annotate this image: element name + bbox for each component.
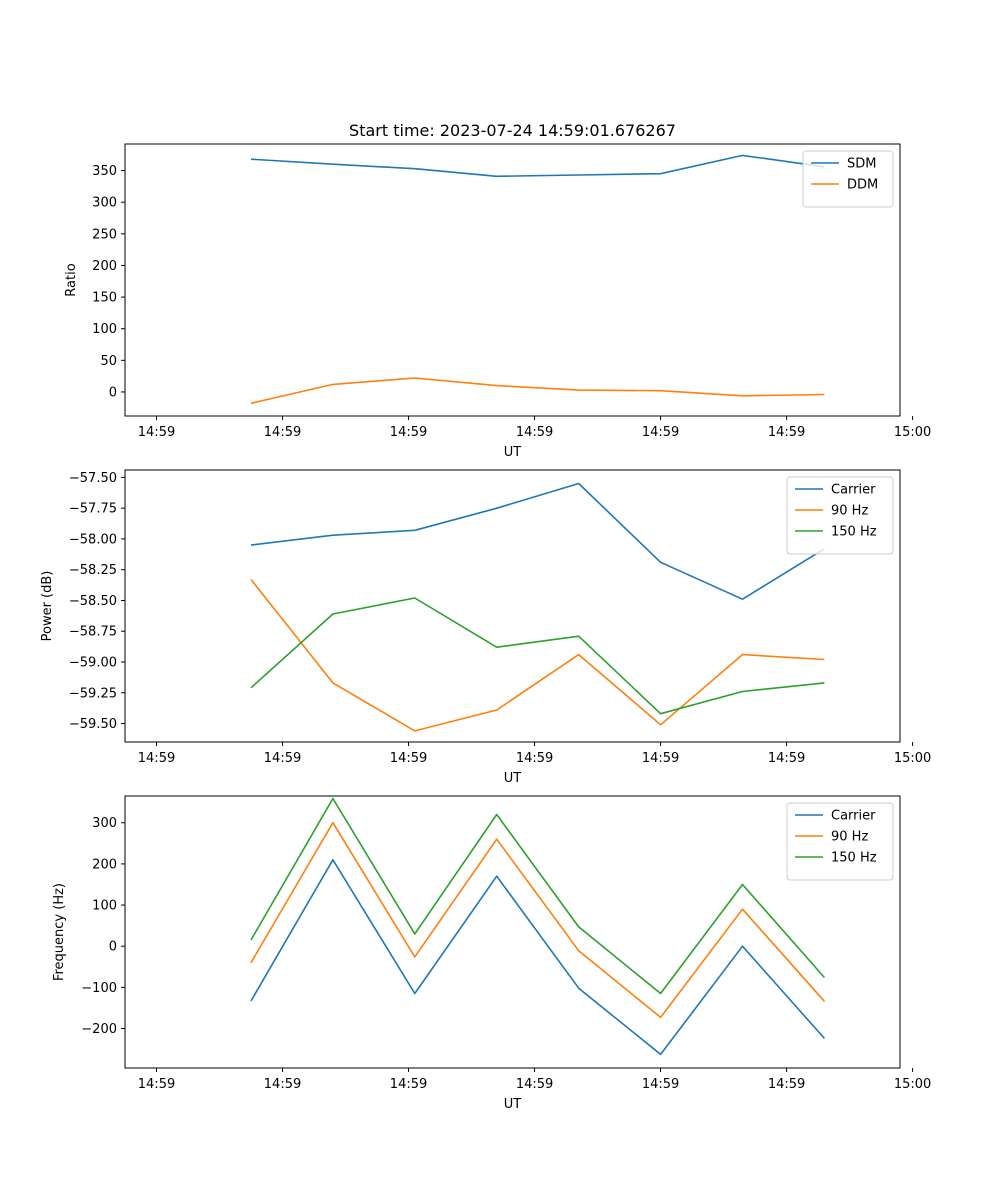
y-tick-label: 300 — [92, 196, 117, 211]
series-line-carrier — [250, 858, 825, 1056]
figure-title: Start time: 2023-07-24 14:59:01.676267 — [349, 121, 676, 140]
x-tick-label: 14:59 — [264, 425, 301, 440]
legend-label: Carrier — [831, 809, 876, 824]
x-axis-label: UT — [504, 445, 522, 460]
y-tick-label: 300 — [92, 816, 117, 831]
series-line-150-hz — [250, 597, 825, 715]
x-tick-label: 14:59 — [642, 751, 679, 766]
legend-label: SDM — [847, 157, 876, 172]
x-tick-label: 14:59 — [642, 425, 679, 440]
y-tick-label: 350 — [92, 164, 117, 179]
x-tick-label: 14:59 — [768, 425, 805, 440]
legend: SDM DDM — [802, 150, 894, 208]
y-tick-label: 200 — [92, 857, 117, 872]
x-tick-label: 14:59 — [516, 1077, 553, 1092]
y-axis-label: Ratio — [64, 263, 79, 296]
x-tick-label: 14:59 — [264, 1077, 301, 1092]
y-tick-label: 50 — [100, 354, 117, 369]
legend-label: 90 Hz — [831, 830, 868, 845]
legend: Carrier 90 Hz 150 Hz — [786, 476, 894, 555]
chart-panel-2: 14:59 14:59 14:59 14:59 14:59 14:59 15:00 −59.5… — [40, 469, 931, 786]
x-tick-label: 14:59 — [390, 751, 427, 766]
x-tick-label: 15:00 — [894, 1077, 931, 1092]
legend-box — [786, 802, 894, 881]
y-tick-label: −59.25 — [69, 686, 117, 701]
x-tick-label: 14:59 — [516, 425, 553, 440]
y-tick-label: −100 — [81, 981, 117, 996]
y-tick-label: 0 — [109, 940, 117, 955]
legend: Carrier 90 Hz 150 Hz — [786, 802, 894, 881]
series-line-90-hz — [250, 821, 825, 1019]
x-tick-label: 14:59 — [138, 425, 175, 440]
x-tick-label: 14:59 — [390, 1077, 427, 1092]
series-line-90-hz — [250, 579, 825, 732]
y-tick-label: −59.50 — [69, 717, 117, 732]
x-tick-label: 15:00 — [894, 751, 931, 766]
y-tick-label: −58.75 — [69, 625, 117, 640]
y-tick-label: 150 — [92, 291, 117, 306]
x-tick-label: 15:00 — [894, 425, 931, 440]
x-tick-label: 14:59 — [642, 1077, 679, 1092]
y-tick-label: 100 — [92, 322, 117, 337]
y-tick-label: −57.75 — [69, 502, 117, 517]
y-tick-label: −59.00 — [69, 656, 117, 671]
y-tick-label: −58.00 — [69, 532, 117, 547]
y-tick-label: −58.25 — [69, 563, 117, 578]
chart-panel-3: 14:59 14:59 14:59 14:59 14:59 14:59 15:00 −200 −… — [52, 795, 931, 1112]
series-line-150-hz — [250, 797, 826, 995]
legend-label: 90 Hz — [831, 504, 868, 519]
x-tick-label: 14:59 — [138, 1077, 175, 1092]
series-line-sdm — [250, 154, 825, 178]
x-axis-label: UT — [504, 1097, 522, 1112]
x-tick-label: 14:59 — [768, 751, 805, 766]
y-tick-label: −200 — [81, 1022, 117, 1037]
x-axis-label: UT — [504, 771, 522, 786]
x-tick-label: 14:59 — [138, 751, 175, 766]
legend-box — [786, 476, 894, 555]
x-tick-label: 14:59 — [390, 425, 427, 440]
legend-label: 150 Hz — [831, 851, 877, 866]
legend-label: 150 Hz — [831, 525, 877, 540]
series-line-carrier — [250, 482, 825, 601]
x-tick-label: 14:59 — [264, 751, 301, 766]
chart-panels: 14:59 14:59 14:59 14:59 14:59 14:59 15:00 0 50 10… — [40, 143, 931, 1112]
series-line-ddm — [250, 377, 825, 405]
y-tick-label: 0 — [109, 385, 117, 400]
legend-label: DDM — [847, 178, 878, 193]
plot-frame — [124, 469, 901, 743]
y-tick-label: 250 — [92, 227, 117, 242]
y-tick-label: −58.50 — [69, 594, 117, 609]
y-tick-label: 200 — [92, 259, 117, 274]
y-axis-label: Frequency (Hz) — [52, 883, 67, 981]
chart-panel-1: 14:59 14:59 14:59 14:59 14:59 14:59 15:00 0 50 10… — [64, 143, 931, 460]
y-tick-label: −57.50 — [69, 471, 117, 486]
legend-label: Carrier — [831, 483, 876, 498]
y-tick-label: 100 — [92, 899, 117, 914]
legend-box — [802, 150, 894, 208]
x-tick-label: 14:59 — [516, 751, 553, 766]
plot-frame — [124, 795, 901, 1069]
x-tick-label: 14:59 — [768, 1077, 805, 1092]
plot-frame — [124, 143, 901, 417]
y-axis-label: Power (dB) — [40, 571, 55, 642]
